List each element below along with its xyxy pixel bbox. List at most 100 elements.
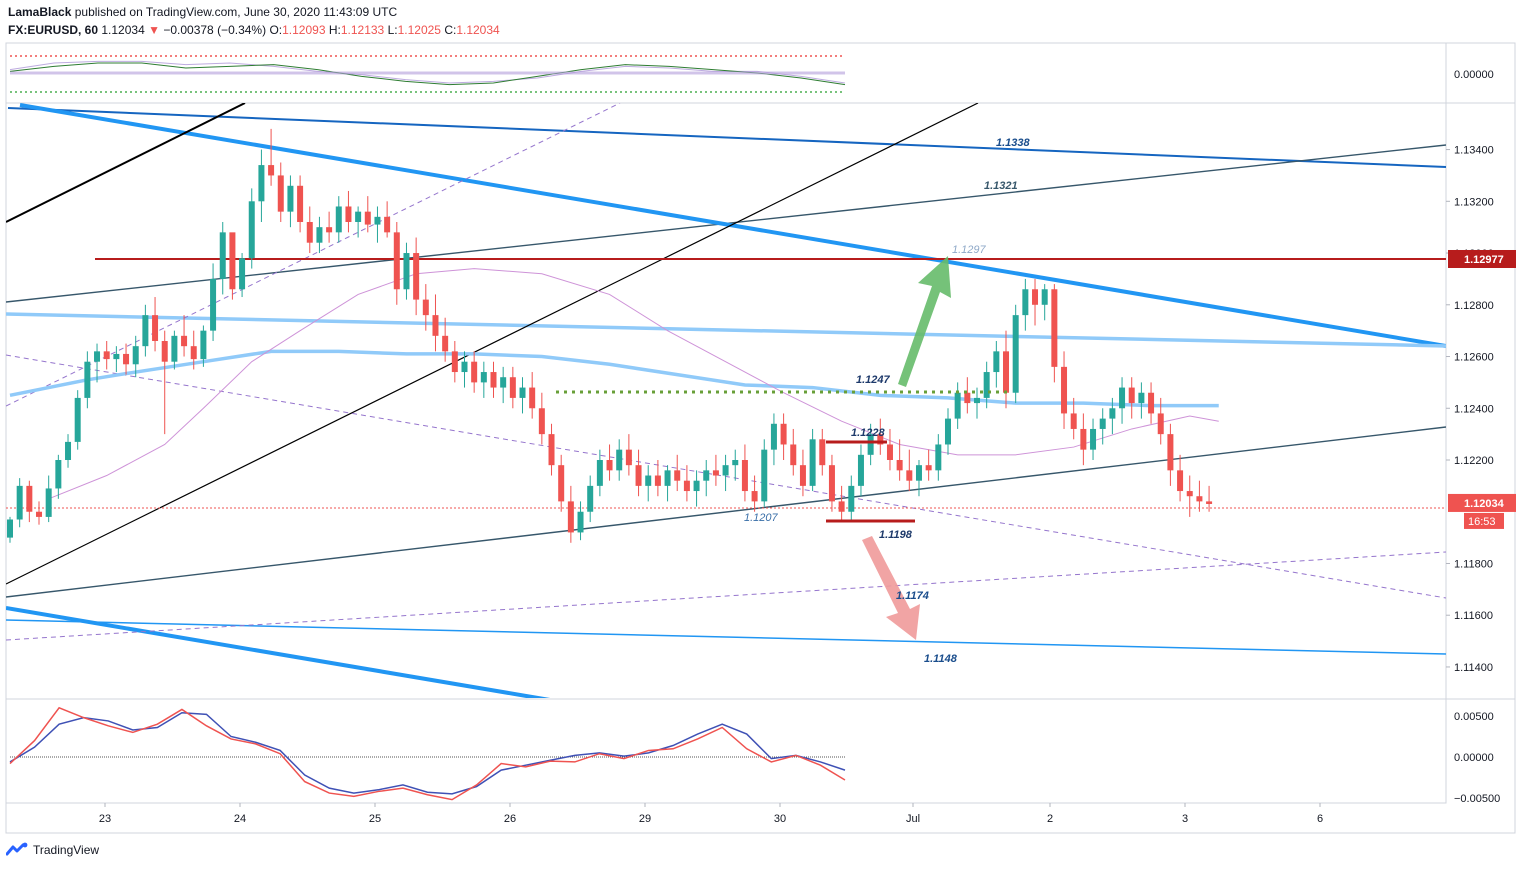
candle-body [94,351,101,362]
macd-pane [9,706,846,801]
candle-body [645,475,652,486]
candle-body [828,465,835,502]
osc-tick-label: 0.00000 [1454,69,1494,81]
candle-body [1157,413,1164,435]
y-tick-label: 1.13400 [1454,145,1494,157]
outer-border [5,42,1516,834]
price-annotation: 1.1321 [984,180,1018,192]
signal-line [9,706,846,801]
candle-body [1032,289,1039,305]
candle-body [374,216,381,225]
candle-body [886,444,893,460]
candle-body [577,511,584,533]
candle-body [944,418,951,445]
candle-body [103,351,110,360]
candle-body [1138,392,1145,404]
candle-body [1022,289,1029,316]
candle-body [606,460,613,471]
close-value: 1.12034 [456,23,500,37]
price-annotation: 1.1297 [952,244,987,256]
tradingview-brand[interactable]: TradingView [6,842,99,858]
price-annotation: 1.1247 [856,374,891,386]
candle-body [529,387,536,409]
x-tick-label: 26 [504,813,516,825]
candle-body [258,165,265,202]
x-tick-label: 2 [1047,813,1053,825]
x-tick-label: 6 [1317,813,1323,825]
candle-body [906,470,913,481]
publish-text: published on TradingView.com, June 30, 2… [74,5,398,19]
candle-body [239,258,246,290]
close-label: C: [444,23,457,37]
plot-border [5,42,1447,804]
last-price-badge [1448,493,1516,512]
x-tick-label: 24 [234,813,246,825]
candle-body [326,227,333,233]
candle-body [790,444,797,466]
candle-body [732,460,739,466]
candle-body [1109,408,1116,419]
candle-body [974,397,980,404]
y-tick-label: 1.13200 [1454,196,1494,208]
candle-body [316,227,323,243]
price-change: −0.00378 (−0.34%) [163,23,267,37]
candle-body [674,470,681,481]
candle-body [1128,387,1135,404]
brand-label: TradingView [33,843,100,857]
open-value: 1.12093 [282,23,326,37]
candle-body [55,460,62,489]
candle-body [625,449,632,466]
candle-body [84,361,91,398]
candle-body [210,278,217,331]
trend-line-lower [6,606,551,698]
candle-body [558,465,565,502]
change-arrow-icon: ▼ [148,23,160,37]
candle-body [877,434,884,445]
candle-body [993,351,1000,373]
candle-body [442,335,449,352]
trend-line-descending [19,103,1446,348]
black-channel-line-1 [6,103,246,223]
x-tick-label: 29 [639,813,651,825]
candle-body [519,387,526,398]
candle-body [1090,428,1097,450]
trend-line-1148 [6,619,1446,655]
level-badge [1448,249,1516,268]
candle-body [142,315,149,347]
candle-body [1041,289,1048,305]
candle-body [1119,387,1126,409]
open-label: O: [269,23,283,37]
candle-body [703,470,710,481]
candle-body [181,335,188,347]
red-down-arrow-icon [862,536,920,640]
candle-body [770,423,777,450]
black-channel-line-2 [6,103,979,585]
macd-line [9,711,846,795]
y-tick-label: 1.11800 [1454,558,1493,570]
candle-body [297,185,304,222]
candle-body [654,475,661,486]
candle-body [1080,428,1087,450]
candle-body [1206,501,1213,504]
candle-body [548,434,555,466]
low-label: L: [387,23,398,37]
candle-body [567,501,574,533]
symbol-title[interactable]: FX:EURUSD, 60 [8,23,99,37]
price-annotation: 1.1207 [744,512,779,524]
candle-body [848,485,855,512]
candle-body [306,222,313,243]
author-name[interactable]: LamaBlack [8,5,72,19]
candle-body [113,353,120,360]
moving-average-50 [48,268,1219,500]
candle-body [200,330,207,360]
candle-body [500,377,507,388]
oscillator-pane [9,55,846,93]
candle-body [16,485,23,520]
candle-body [461,361,468,373]
candle-body [819,439,826,466]
candle-body [751,491,758,502]
candle-body [780,423,787,445]
candle-body [432,315,439,336]
candle-body [403,253,410,290]
